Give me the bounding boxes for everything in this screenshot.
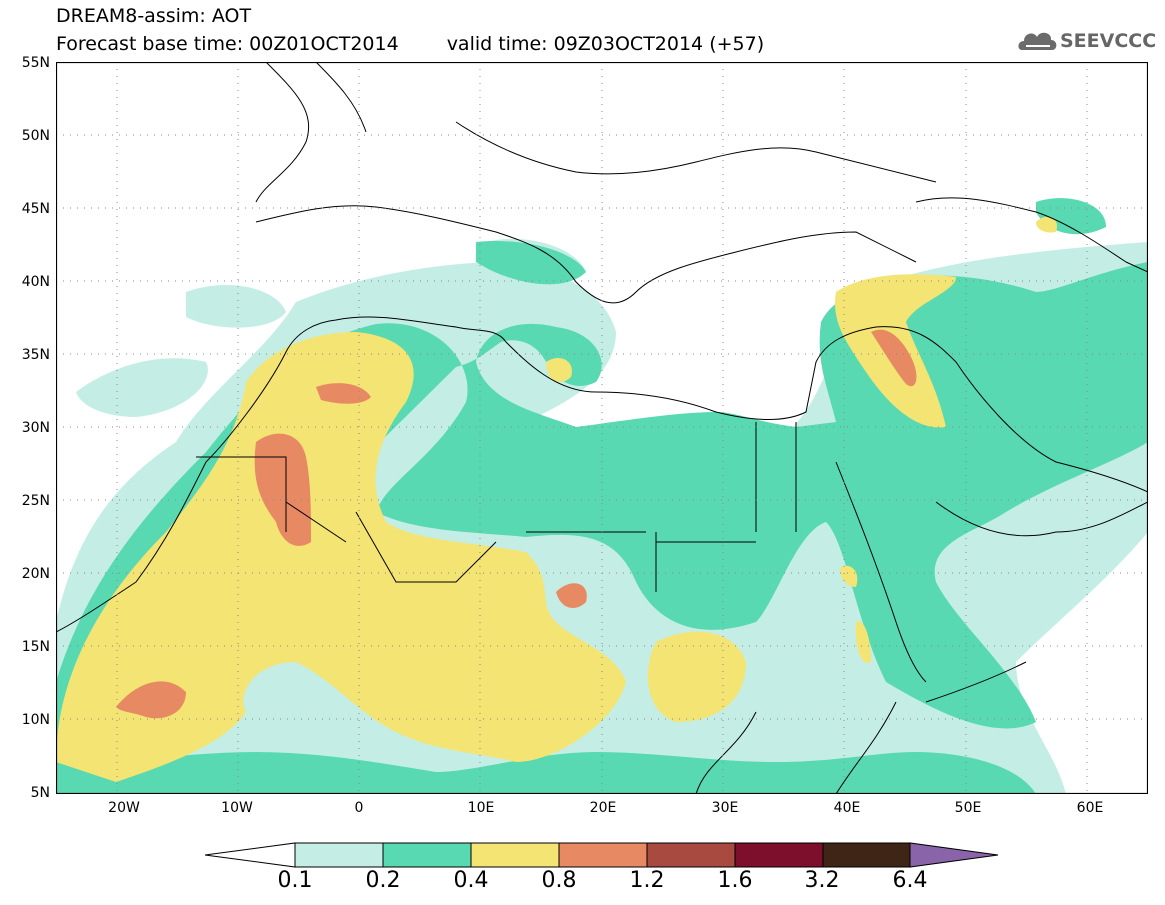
cloud-icon xyxy=(1018,32,1057,50)
lon-tick-20w: 20W xyxy=(108,800,140,816)
colorbar-swatch-0-2 xyxy=(382,842,472,868)
lon-tick-50e: 50E xyxy=(954,800,982,816)
colorbar-label-0-2: 0.2 xyxy=(365,868,401,893)
colorbar-label-1-6: 1.6 xyxy=(717,868,753,893)
seevccc-logo: SEEVCCC xyxy=(1016,24,1156,56)
colorbar-swatch-1-2 xyxy=(646,842,736,868)
aot-map xyxy=(56,62,1148,794)
colorbar-swatch-0-1 xyxy=(294,842,384,868)
colorbar-label-3-2: 3.2 xyxy=(804,868,840,893)
forecast-times: Forecast base time: 00Z01OCT2014 valid ti… xyxy=(56,34,764,54)
lat-tick-15n: 15N xyxy=(21,639,50,655)
colorbar-label-0-8: 0.8 xyxy=(541,868,577,893)
colorbar-swatch-0-8 xyxy=(558,842,648,868)
lon-tick-20e: 20E xyxy=(589,800,617,816)
lat-tick-55n: 55N xyxy=(21,55,50,71)
lon-tick-60e: 60E xyxy=(1076,800,1104,816)
colorbar-label-6-4: 6.4 xyxy=(892,868,928,893)
lat-tick-50n: 50N xyxy=(21,128,50,144)
lat-tick-35n: 35N xyxy=(21,347,50,363)
lat-tick-20n: 20N xyxy=(21,566,50,582)
aot-band-0-8 xyxy=(116,329,917,719)
colorbar-lower-arrow xyxy=(205,842,296,868)
lon-tick-10e: 10E xyxy=(467,800,495,816)
lat-tick-30n: 30N xyxy=(21,420,50,436)
lon-tick-0: 0 xyxy=(354,800,364,816)
map-grid xyxy=(56,62,1148,794)
base-time: Forecast base time: 00Z01OCT2014 xyxy=(56,33,399,55)
valid-time: valid time: 09Z03OCT2014 (+57) xyxy=(446,33,765,55)
lat-tick-45n: 45N xyxy=(21,201,50,217)
lon-tick-10w: 10W xyxy=(221,800,253,816)
lon-tick-30e: 30E xyxy=(711,800,739,816)
colorbar-swatch-3-2 xyxy=(822,842,911,868)
lon-tick-40e: 40E xyxy=(833,800,861,816)
lat-tick-5n: 5N xyxy=(30,785,50,801)
logo-text: SEEVCCC xyxy=(1060,30,1157,52)
colorbar-label-0-4: 0.4 xyxy=(453,868,489,893)
colorbar-label-0-1: 0.1 xyxy=(277,868,313,893)
colorbar-label-1-2: 1.2 xyxy=(629,868,665,893)
map-borders xyxy=(56,62,1148,794)
colorbar-upper-arrow xyxy=(909,842,999,868)
colorbar-swatch-1-6 xyxy=(734,842,824,868)
lat-tick-10n: 10N xyxy=(21,712,50,728)
map-title: DREAM8-assim: AOT xyxy=(56,5,252,27)
lat-tick-40n: 40N xyxy=(21,274,50,290)
aot-colorbar xyxy=(205,842,999,868)
lat-tick-25n: 25N xyxy=(21,493,50,509)
colorbar-swatch-0-4 xyxy=(470,842,560,868)
